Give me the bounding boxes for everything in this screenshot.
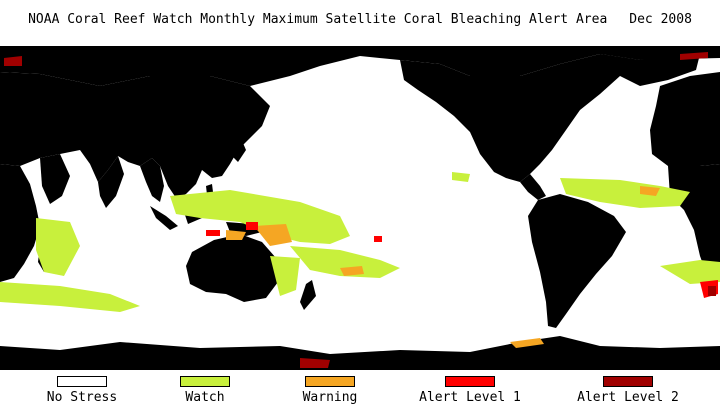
alert1-flores [206,230,220,236]
land-se-asia [140,158,164,202]
watch-areas [0,172,720,312]
world-map-svg [0,46,720,370]
watch-south-pacific [290,246,400,278]
warning-atlantic-africa [640,186,660,196]
land-antarctica [0,336,720,370]
legend-label-alert-2: Alert Level 2 [577,390,679,405]
legend-item-alert-2: Alert Level 2 [568,374,688,411]
alert2-brazil [708,286,716,296]
watch-south-atlantic [660,260,720,284]
legend-label-no-stress: No Stress [46,390,118,405]
land-north-america [400,54,640,182]
legend-item-watch: Watch [145,374,265,411]
map-title-text: NOAA Coral Reef Watch Monthly Maximum Sa… [28,12,608,27]
land-arabia-horn [40,154,70,204]
legend-swatch-alert-2 [603,376,653,387]
land-new-zealand [300,280,316,310]
land-central-america [520,174,546,200]
legend-label-warning: Warning [302,390,358,405]
land-india [98,156,124,208]
warning-patagonia [510,338,544,348]
legend-label-alert-1: Alert Level 1 [419,390,521,405]
warning-areas [226,186,660,348]
alert2-areas [4,52,716,368]
watch-indian-south [0,282,140,312]
watch-atlantic [560,178,690,208]
warning-south-pacific [340,266,364,276]
alert2-antarctic-edge [300,358,330,368]
legend-swatch-watch [180,376,230,387]
alert1-png [246,222,258,230]
legend-label-watch: Watch [185,390,225,405]
legend: No Stress Watch Warning Alert Level 1 Al… [0,374,720,411]
legend-item-no-stress: No Stress [22,374,142,411]
alert2-arctic-left [4,56,22,66]
legend-swatch-no-stress [57,376,107,387]
watch-caribbean-patch [452,172,470,182]
land-australia [186,234,278,302]
alert2-hudson [680,52,708,60]
watch-coral-sea [270,256,300,296]
legend-item-warning: Warning [270,374,390,411]
land-europe-right [650,72,720,174]
watch-indonesia-pacific [170,190,350,244]
land-sumatra [150,206,178,230]
land-africa [0,164,40,282]
map-title: NOAA Coral Reef Watch Monthly Maximum Sa… [0,12,720,27]
land-eurasia [0,72,270,198]
legend-item-alert-1: Alert Level 1 [410,374,530,411]
alert1-mid-pacific [374,236,382,242]
map-date: Dec 2008 [629,12,692,27]
land-greenland [600,54,700,86]
world-map [0,46,720,370]
land-south-america [528,194,626,328]
legend-swatch-alert-1 [445,376,495,387]
land-japan [232,136,246,162]
watch-indian-west [36,218,80,276]
legend-swatch-warning [305,376,355,387]
warning-timor [226,230,246,240]
warning-png-east [254,224,292,246]
land-masses [0,46,720,370]
